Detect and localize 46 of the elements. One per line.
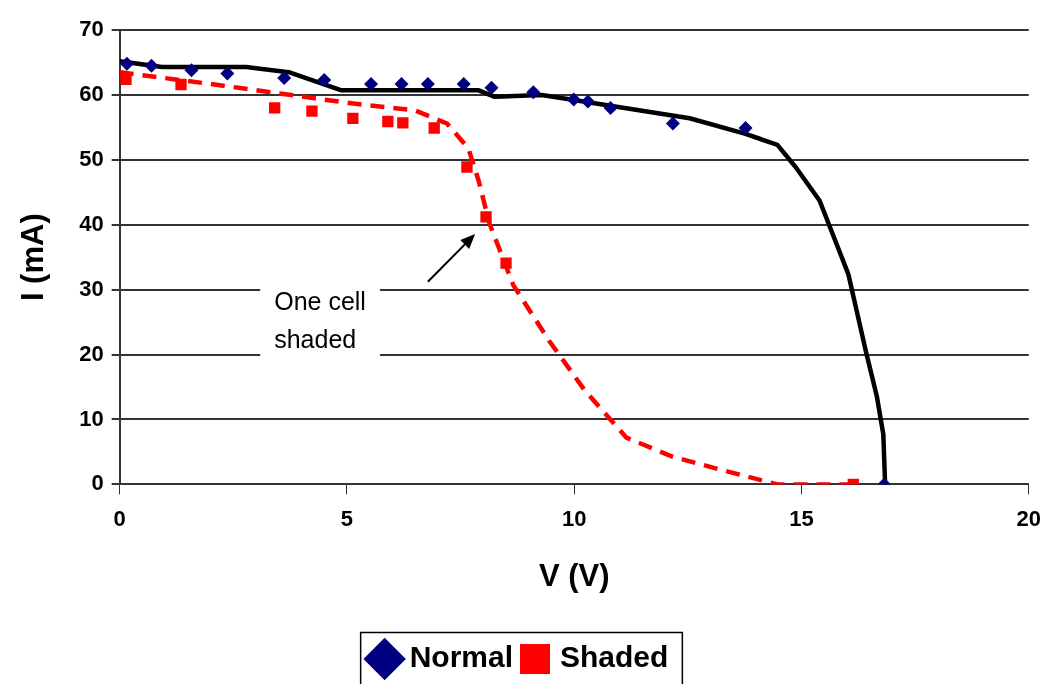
y-tick-label: 40 — [79, 210, 104, 236]
point — [175, 78, 187, 91]
y-tick-label: 20 — [79, 340, 104, 366]
y-tick-label: 0 — [91, 470, 104, 496]
point — [500, 257, 512, 269]
point — [269, 102, 281, 114]
point — [738, 121, 753, 136]
legend-label: Normal — [409, 640, 513, 674]
point — [184, 63, 199, 78]
point — [364, 76, 379, 91]
y-axis-title: I (mA) — [15, 213, 51, 302]
point — [428, 122, 440, 134]
x-tick-label: 5 — [340, 505, 354, 531]
point — [277, 71, 292, 86]
point — [665, 116, 680, 131]
point — [397, 117, 409, 129]
point — [566, 92, 581, 107]
point — [394, 76, 409, 91]
x-axis-title: V (V) — [538, 557, 610, 593]
point — [220, 66, 235, 81]
point — [317, 72, 332, 87]
point — [144, 58, 159, 73]
annotation: One cell shaded — [274, 286, 366, 353]
x-tick-label: 20 — [1016, 505, 1042, 531]
point — [120, 73, 132, 85]
point — [484, 80, 499, 95]
point — [603, 100, 618, 115]
y-tick-label: 70 — [79, 16, 104, 42]
point — [347, 112, 359, 124]
point — [420, 76, 435, 91]
point — [526, 85, 541, 100]
point — [580, 94, 595, 109]
y-tick-label: 50 — [79, 145, 104, 171]
point — [382, 115, 394, 128]
legend-label: Shaded — [560, 640, 669, 674]
y-tick-label: 10 — [79, 405, 104, 431]
y-tick-label: 60 — [79, 80, 104, 106]
point — [306, 105, 318, 117]
x-tick-label: 15 — [789, 505, 814, 531]
x-tick-label: 0 — [113, 505, 126, 531]
point — [119, 56, 134, 71]
point — [461, 161, 473, 173]
point — [480, 211, 492, 223]
point — [456, 76, 471, 91]
x-tick-label: 10 — [561, 505, 587, 531]
y-tick-label: 30 — [79, 275, 104, 301]
